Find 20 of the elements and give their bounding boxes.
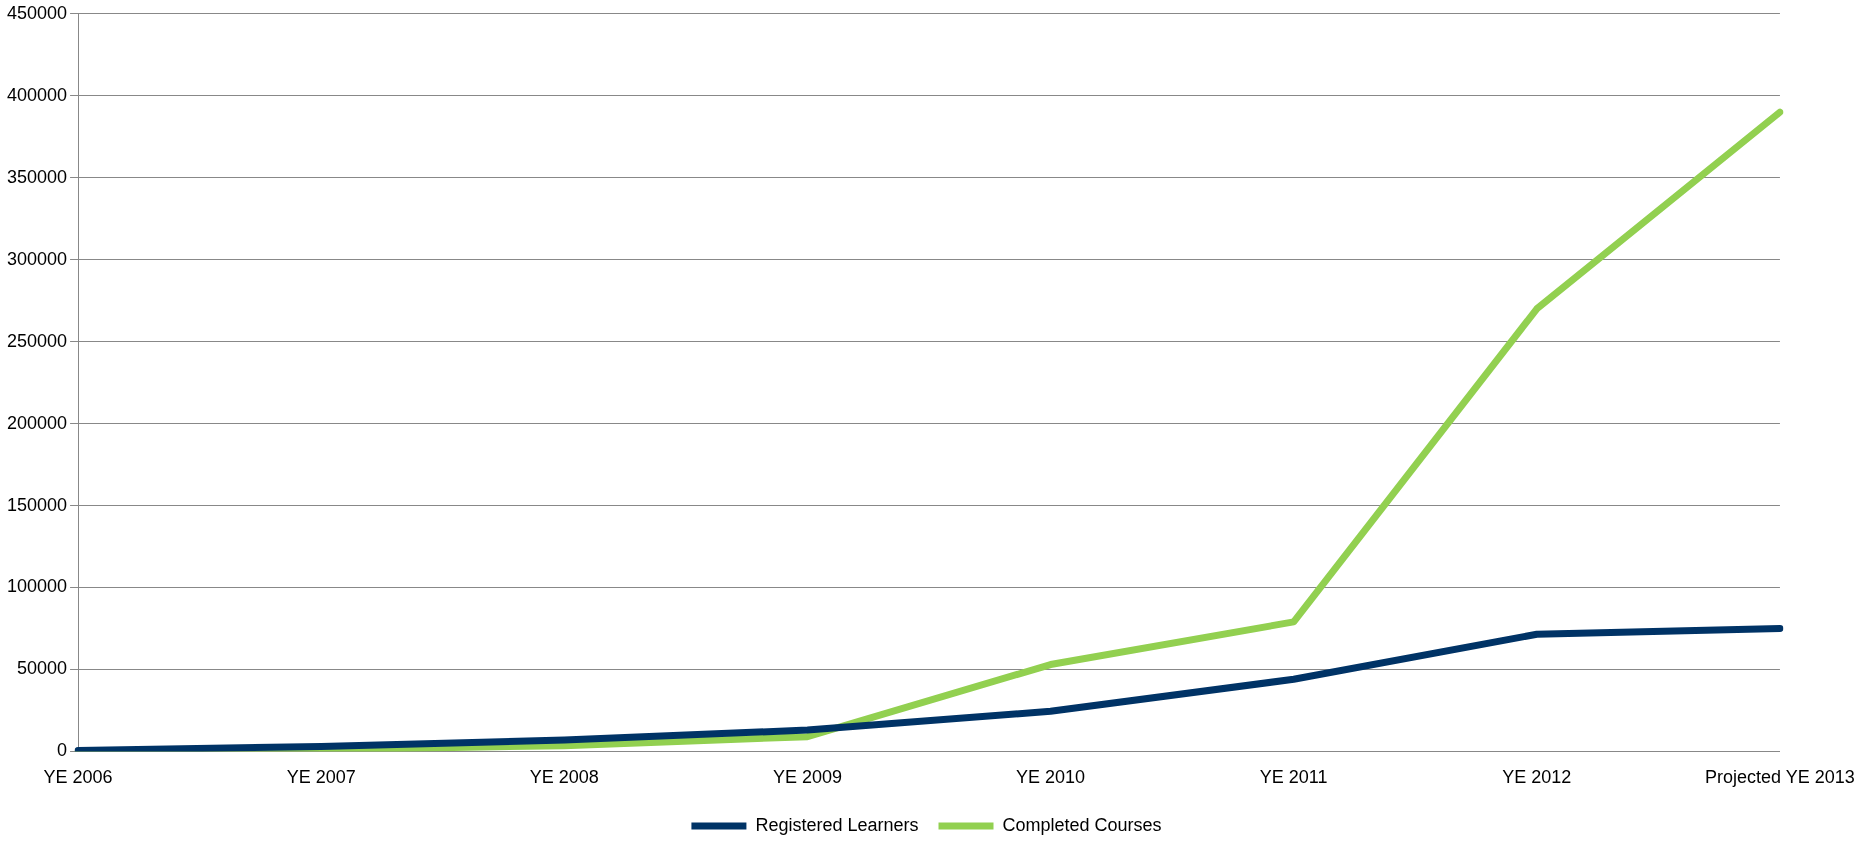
x-tick-label: Projected YE 2013 [1705, 767, 1855, 788]
y-tick-label: 350000 [6, 166, 68, 187]
legend-label: Registered Learners [755, 814, 919, 835]
y-tick-label: 400000 [6, 84, 68, 105]
x-tick-label: YE 2009 [772, 767, 842, 788]
x-tick-label: YE 2010 [1016, 767, 1086, 788]
x-tick-label: YE 2006 [43, 767, 113, 788]
y-tick-label: 450000 [6, 2, 68, 23]
x-tick-label: YE 2008 [529, 767, 599, 788]
y-tick-label: 50000 [17, 658, 68, 679]
x-tick-label: YE 2012 [1502, 767, 1572, 788]
y-tick-label: 200000 [6, 412, 68, 433]
y-tick-label: 0 [57, 740, 68, 761]
x-tick-label: YE 2011 [1259, 767, 1328, 788]
x-tick-label: YE 2007 [286, 767, 356, 788]
y-tick-label: 150000 [6, 494, 68, 515]
legend-label: Completed Courses [1002, 814, 1162, 835]
y-tick-label: 300000 [6, 248, 68, 269]
y-tick-label: 250000 [6, 330, 68, 351]
y-tick-label: 100000 [6, 576, 68, 597]
